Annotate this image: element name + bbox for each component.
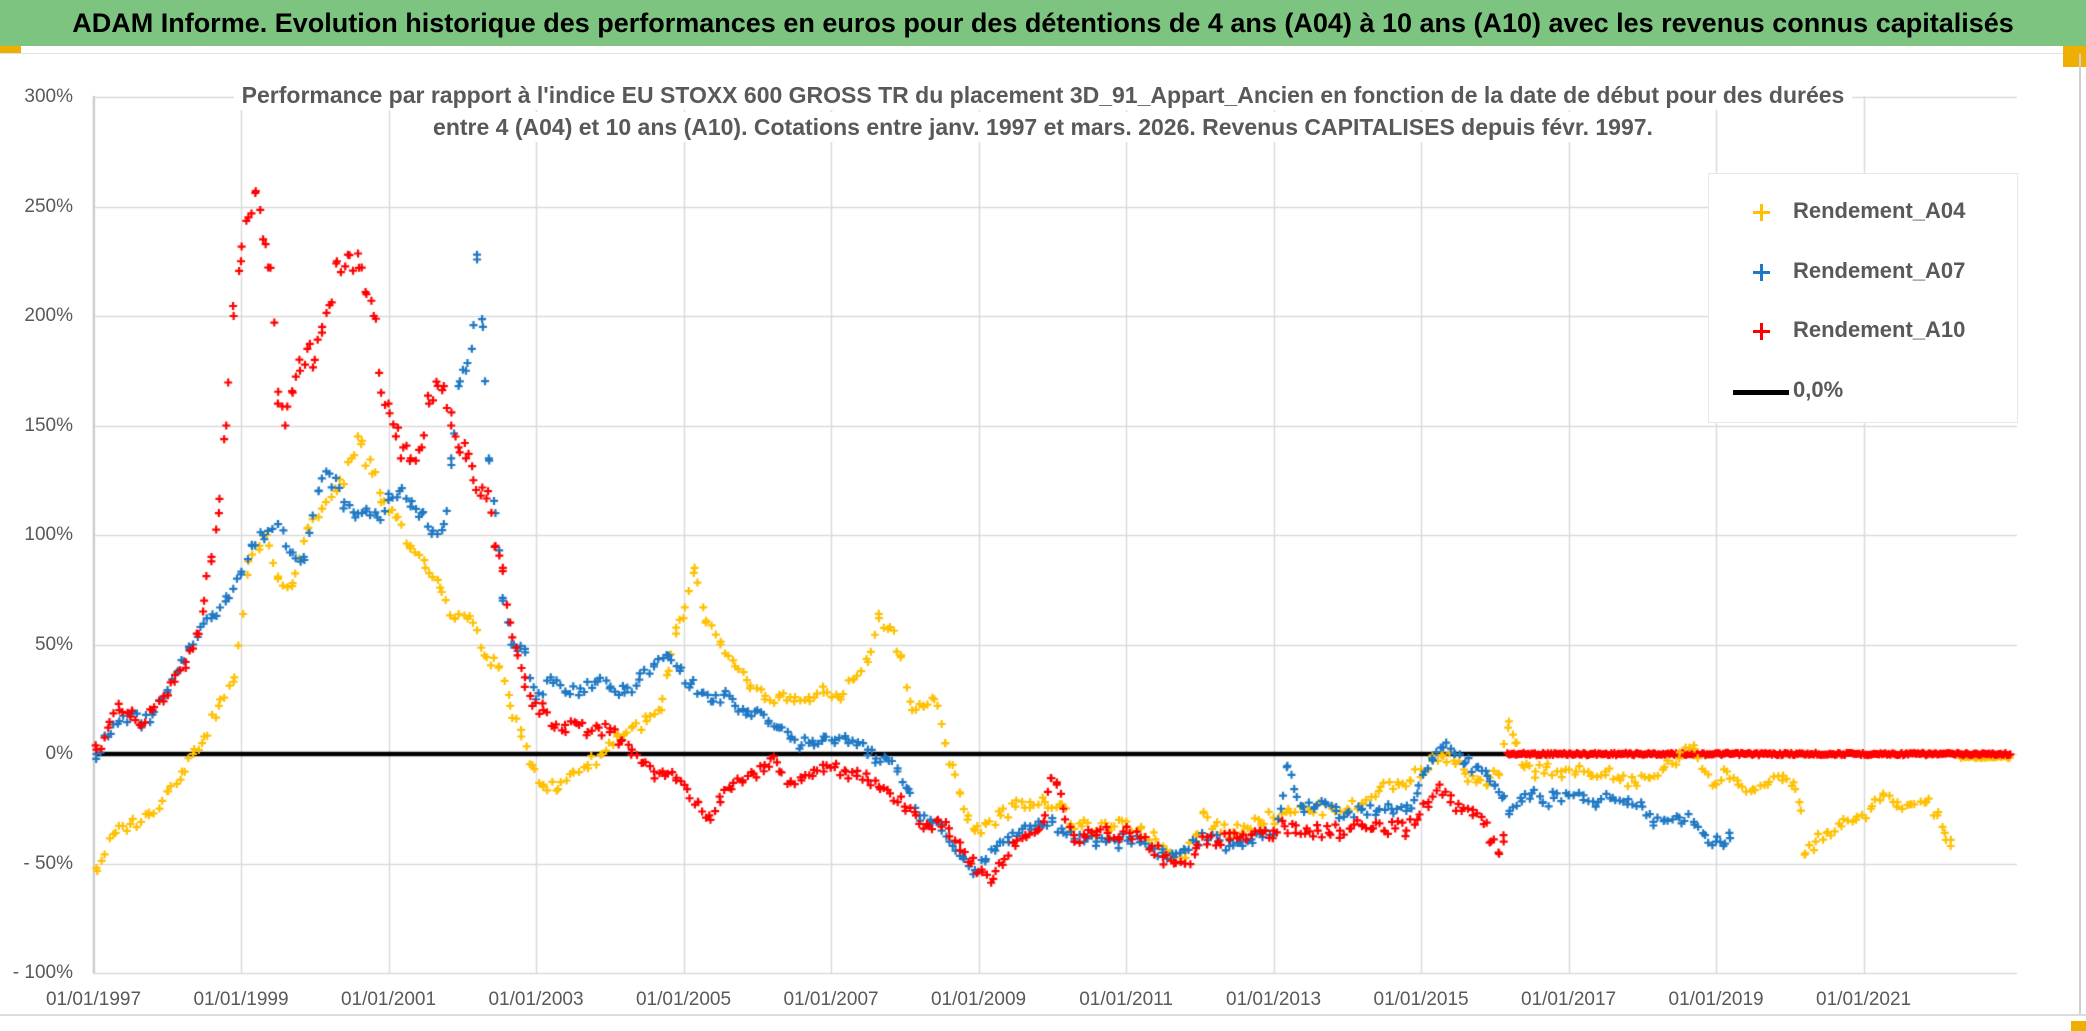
- y-axis-tick-label: 0%: [45, 743, 73, 764]
- x-axis-tick-label: 01/01/2003: [488, 989, 584, 1010]
- y-axis-tick-label: - 50%: [23, 852, 73, 874]
- x-axis-tick-label: 01/01/2011: [1079, 989, 1173, 1010]
- legend-item-a04[interactable]: Rendement_A04: [1709, 198, 2017, 228]
- zero-line-swatch-icon: [1733, 390, 1789, 395]
- plus-marker-icon: [1753, 202, 1775, 224]
- legend-label: Rendement_A07: [1793, 258, 1966, 283]
- y-axis-tick-label: 100%: [24, 524, 73, 545]
- legend-label: Rendement_A04: [1793, 198, 1966, 223]
- chart-legend[interactable]: Rendement_A04 Rendement_A07 Rendement_A1…: [1708, 173, 2018, 423]
- chart-title-line1: Performance par rapport à l'indice EU ST…: [233, 80, 1853, 110]
- x-axis-tick-label: 01/01/2015: [1373, 989, 1469, 1010]
- y-axis-tick-label: 150%: [24, 414, 73, 436]
- x-axis-tick-label: 01/01/2021: [1816, 989, 1912, 1010]
- plus-marker-icon: [1753, 321, 1775, 343]
- y-axis-tick-label: 300%: [24, 86, 73, 107]
- legend-item-a10[interactable]: Rendement_A10: [1709, 317, 2017, 347]
- x-axis-tick-label: 01/01/2007: [783, 989, 879, 1010]
- x-axis-tick-label: 01/01/2013: [1226, 989, 1322, 1010]
- legend-item-zero[interactable]: 0,0%: [1709, 377, 2017, 407]
- y-axis-tick-label: - 100%: [12, 962, 73, 983]
- x-axis-tick-label: 01/01/2017: [1521, 989, 1617, 1010]
- y-axis-tick-label: 200%: [24, 305, 73, 326]
- x-axis-tick-label: 01/01/2001: [340, 989, 437, 1010]
- legend-label: Rendement_A10: [1793, 317, 1966, 342]
- x-axis-tick-label: 01/01/2009: [930, 989, 1027, 1010]
- y-axis-tick-label: 50%: [34, 633, 73, 655]
- x-axis-tick-label: 01/01/2019: [1668, 989, 1764, 1010]
- x-axis-tick-label: 01/01/1997: [45, 989, 142, 1010]
- plus-marker-icon: [1753, 262, 1775, 284]
- legend-label: 0,0%: [1793, 377, 1844, 402]
- legend-item-a07[interactable]: Rendement_A07: [1709, 258, 2017, 288]
- x-axis-tick-label: 01/01/2005: [635, 989, 732, 1010]
- y-axis-tick-label: 250%: [24, 195, 73, 217]
- x-axis-tick-label: 01/01/1999: [193, 989, 289, 1010]
- chart-title-line2: entre 4 (A04) et 10 ans (A10). Cotations…: [425, 112, 1661, 142]
